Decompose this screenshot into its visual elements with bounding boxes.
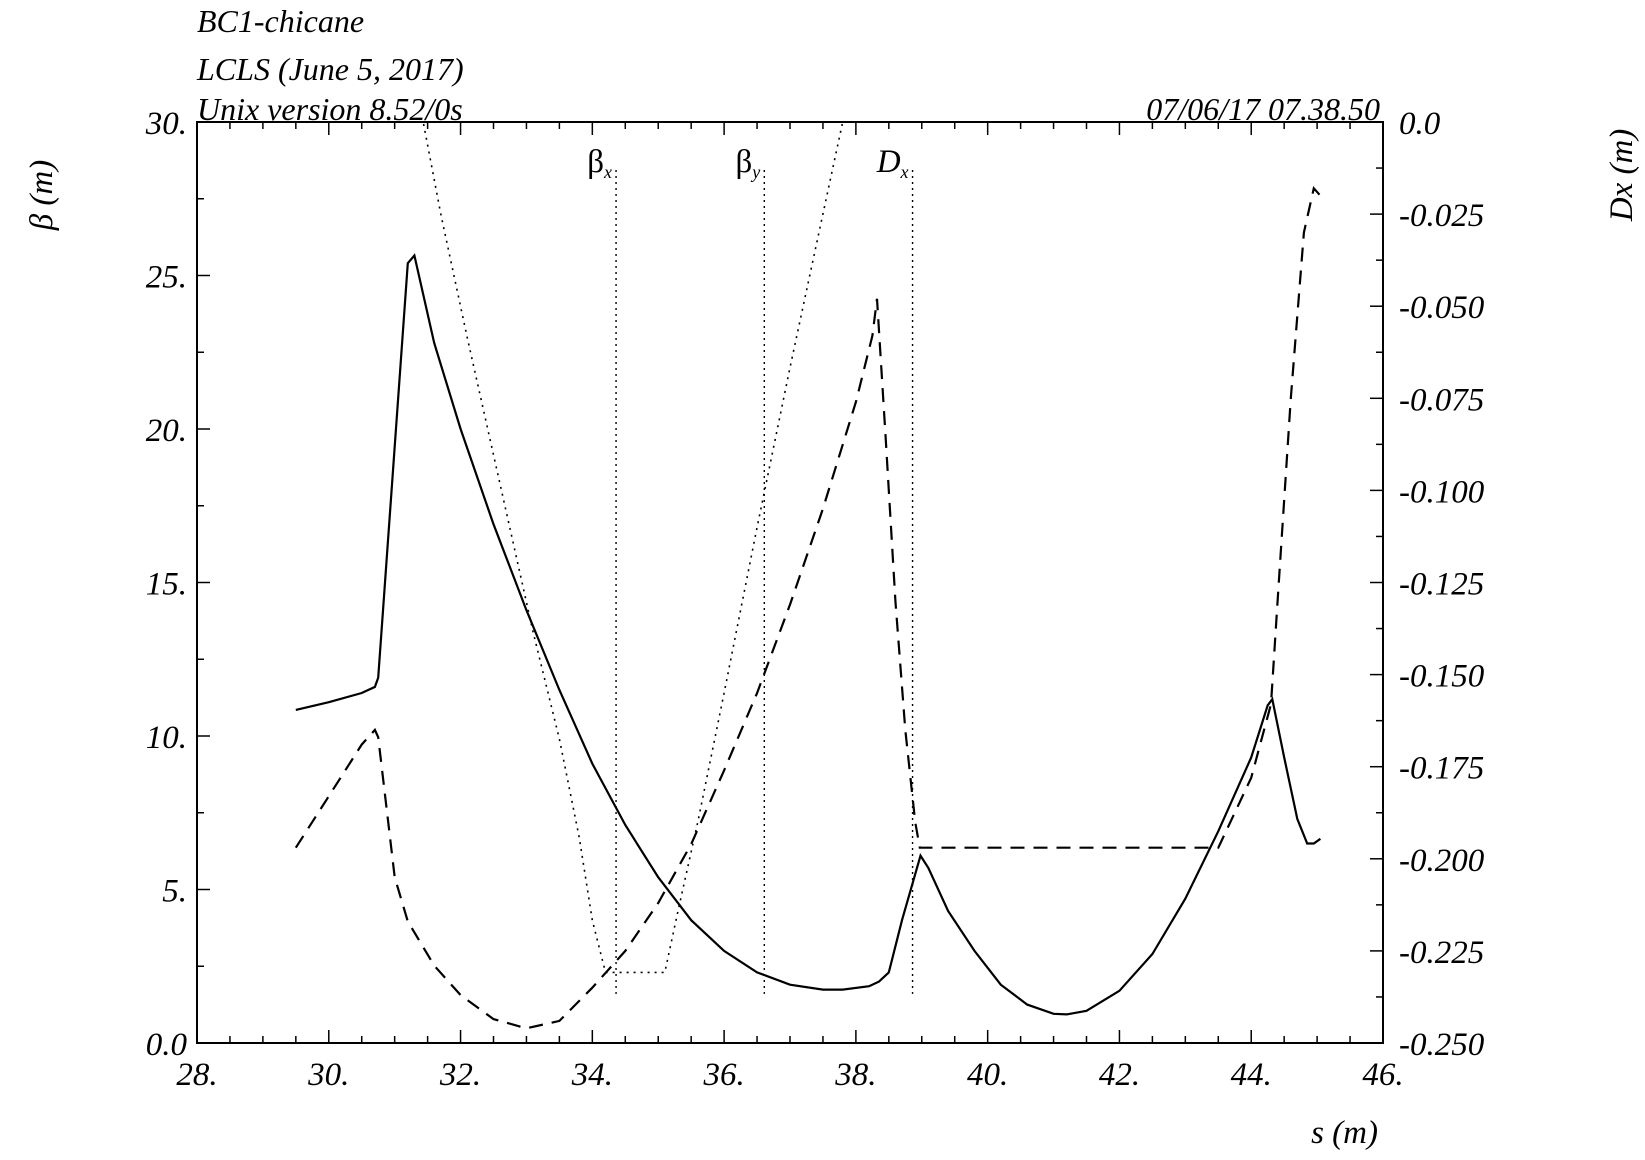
right-y-axis-label: Dx (m) bbox=[1604, 129, 1640, 223]
left-y-tick-label: 20. bbox=[146, 413, 187, 449]
right-y-tick-label: -0.100 bbox=[1399, 474, 1485, 510]
x-tick-label: 44. bbox=[1231, 1057, 1272, 1093]
plot-subtitle: LCLS (June 5, 2017) bbox=[196, 51, 464, 87]
x-tick-label: 34. bbox=[571, 1057, 613, 1093]
right-y-tick-label: -0.200 bbox=[1399, 843, 1485, 879]
right-y-tick-label: -0.250 bbox=[1399, 1027, 1485, 1063]
legend-label-beta_x: βx bbox=[587, 144, 612, 182]
x-tick-label: 40. bbox=[967, 1057, 1008, 1093]
left-y-tick-label: 15. bbox=[146, 567, 187, 603]
legend-label-D_x: Dx bbox=[876, 144, 909, 182]
right-y-tick-label: -0.150 bbox=[1399, 659, 1485, 695]
plot-frame bbox=[196, 121, 1384, 1044]
left-y-tick-label: 30. bbox=[145, 106, 187, 142]
legend: βx βy Dx bbox=[587, 144, 914, 994]
right-y-tick-label: -0.025 bbox=[1399, 198, 1484, 234]
x-tick-label: 28. bbox=[176, 1057, 217, 1093]
x-tick-label: 32. bbox=[439, 1057, 481, 1093]
series-line-1 bbox=[422, 122, 844, 974]
legend-label-beta_y: βy bbox=[736, 144, 761, 182]
plot-header: BC1-chicane LCLS (June 5, 2017) Unix ver… bbox=[196, 3, 1380, 127]
left-y-tick-label: 0.0 bbox=[146, 1027, 188, 1063]
x-tick-label: 38. bbox=[834, 1057, 876, 1093]
series-layer bbox=[294, 122, 1322, 1030]
left-y-axis-label: β (m) bbox=[24, 160, 60, 232]
right-y-tick-label: 0.0 bbox=[1399, 106, 1441, 142]
right-y-tick-label: -0.050 bbox=[1399, 290, 1485, 326]
x-tick-label: 46. bbox=[1362, 1057, 1403, 1093]
x-axis-label: s (m) bbox=[1311, 1115, 1378, 1151]
x-tick-label: 36. bbox=[702, 1057, 744, 1093]
right-y-tick-label: -0.125 bbox=[1399, 567, 1484, 603]
series-line-2 bbox=[294, 185, 1322, 1030]
left-y-tick-label: 10. bbox=[146, 720, 187, 756]
axes: 28. 30. 32. 34. 36. 38. 40. 42. 44. 46. 0.0 5. 10. 15… bbox=[145, 106, 1485, 1093]
right-y-tick-label: -0.075 bbox=[1399, 382, 1484, 418]
x-tick-label: 42. bbox=[1099, 1057, 1140, 1093]
x-tick-label: 30. bbox=[307, 1057, 349, 1093]
right-y-tick-label: -0.175 bbox=[1399, 751, 1484, 787]
series-line-0 bbox=[295, 253, 1322, 1016]
left-y-tick-label: 25. bbox=[146, 260, 187, 296]
right-y-tick-label: -0.225 bbox=[1399, 935, 1484, 971]
plot-title: BC1-chicane bbox=[197, 3, 364, 39]
left-y-tick-label: 5. bbox=[162, 874, 187, 910]
